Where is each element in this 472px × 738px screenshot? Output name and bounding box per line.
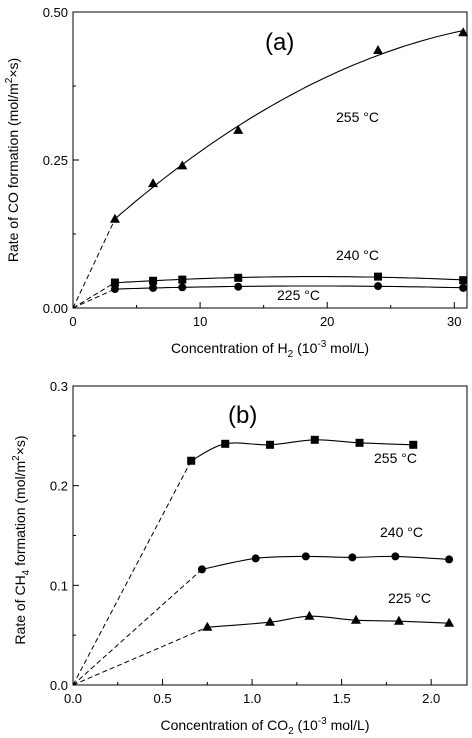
dashed-line-225C [72,288,116,309]
data-point-circle-225C [178,283,187,292]
data-point-square-255C [310,435,319,444]
data-point-triangle-255C [458,27,469,37]
x-tick-label: 2.0 [422,691,440,706]
fit-curve-240C [201,555,450,570]
dashed-line-225C [72,626,208,686]
panel-b-data-markers [187,435,455,631]
panel-a: 0 10 20 30 0.00 0.25 0.50 (a) 255 °C 240 °C 22… [4,5,469,360]
x-tick-label: 1.5 [333,691,351,706]
panel-a-dashed-extrapolations [72,218,116,309]
data-point-square-240C [374,272,383,281]
panel-a-y-axis-title: Rate of CO formation (mol/m2×s) [4,58,21,262]
data-point-circle-240C [348,553,357,562]
panel-b-series-label-225: 225 °C [388,590,431,606]
x-tick-label: 0 [69,314,76,329]
x-tick-label: 30 [447,314,461,329]
data-point-square-240C [149,276,158,285]
data-point-triangle-255C [148,178,159,188]
panel-b-y-axis-title: Rate of CH4 formation (mol/m2×s) [11,435,32,644]
data-point-circle-240C [301,552,310,561]
panel-b-ticks: 0.0 0.5 1.0 1.5 2.0 0.0 0.1 0.2 0.3 [50,379,440,706]
data-point-circle-225C [234,282,243,291]
fit-curve-225C [114,285,464,290]
panel-a-series-label-255: 255 °C [336,109,379,125]
data-point-triangle-225C [350,614,361,624]
data-point-square-255C [409,440,418,449]
y-tick-label: 0.0 [50,678,68,693]
dashed-line-255C [72,460,192,686]
y-tick-label: 0.00 [43,301,68,316]
panel-a-plot-frame [72,11,468,309]
fit-curve-240C [114,276,464,284]
data-point-triangle-225C [304,610,315,620]
panel-a-label: (a) [265,29,294,56]
data-point-circle-240C [197,565,206,574]
y-tick-label: 0.50 [43,5,68,20]
panel-b-dashed-extrapolations [72,460,208,686]
data-point-triangle-255C [177,160,188,170]
y-tick-label: 0.1 [50,578,68,593]
panel-b-x-axis-title: Concentration of CO2 (10-3 mol/L) [160,716,369,737]
fit-curve-225C [207,615,450,628]
data-point-circle-240C [445,555,454,564]
data-point-circle-240C [391,552,400,561]
panel-b-series-label-240: 240 °C [380,524,423,540]
data-point-circle-225C [459,283,468,292]
dashed-line-240C [72,569,203,686]
data-point-triangle-225C [265,616,275,626]
data-point-triangle-255C [109,213,120,223]
panel-a-data-markers [109,27,469,294]
fit-curve-255C [114,29,464,220]
data-point-triangle-255C [233,124,244,134]
panel-a-x-axis-title: Concentration of H2 (10-3 mol/L) [171,339,369,360]
data-point-square-240C [234,273,243,282]
data-point-triangle-225C [202,621,213,631]
data-point-circle-225C [110,285,119,294]
x-tick-label: 0.0 [64,691,82,706]
data-point-square-255C [187,456,196,465]
data-point-circle-225C [374,282,383,291]
dashed-line-255C [72,218,116,309]
y-tick-label: 0.25 [43,153,68,168]
y-tick-label: 0.2 [50,479,68,494]
data-point-square-240C [110,278,119,287]
y-tick-label: 0.3 [50,379,68,394]
x-tick-label: 1.0 [243,691,261,706]
panel-b-series-label-255: 255 °C [374,450,417,466]
data-point-triangle-255C [373,44,384,54]
panel-b: 0.0 0.5 1.0 1.5 2.0 0.0 0.1 0.2 0.3 (b) 255 °C 2… [11,379,468,737]
panel-a-series-label-240: 240 °C [336,247,379,263]
data-point-square-240C [178,275,187,284]
x-tick-label: 20 [320,314,334,329]
data-point-square-255C [355,438,364,447]
dashed-line-240C [72,282,116,309]
panel-a-ticks: 0 10 20 30 0.00 0.25 0.50 [43,5,462,329]
data-point-square-255C [221,439,230,448]
panel-a-fit-curves [114,29,464,290]
data-point-triangle-225C [444,617,455,627]
x-tick-label: 10 [193,314,207,329]
data-point-square-240C [459,276,468,285]
panel-a-series-label-225: 225 °C [277,287,320,303]
x-tick-label: 0.5 [154,691,172,706]
data-point-square-255C [266,440,274,449]
data-point-triangle-225C [393,615,404,625]
data-point-circle-240C [251,554,260,563]
data-point-circle-225C [149,283,158,292]
panel-b-label: (b) [228,402,257,429]
